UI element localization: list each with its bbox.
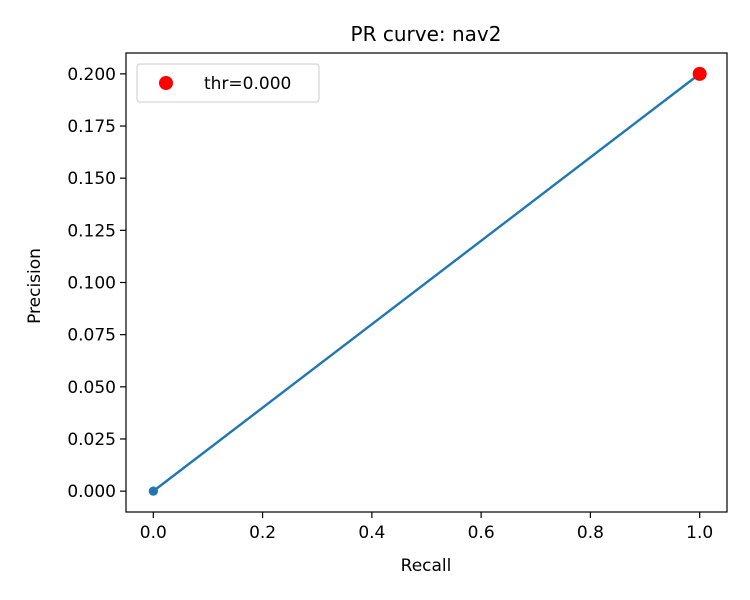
y-tick-label: 0.175 <box>67 117 116 137</box>
x-tick-label: 0.0 <box>140 523 167 543</box>
pr-curve-point <box>148 486 158 496</box>
y-tick-label: 0.075 <box>67 326 116 346</box>
legend-box <box>136 63 320 103</box>
axes-frame <box>125 52 728 513</box>
y-tick-label: 0.025 <box>67 430 116 450</box>
y-tick-label: 0.200 <box>67 65 116 85</box>
chart-title: PR curve: nav2 <box>351 22 502 46</box>
y-tick-label: 0.050 <box>67 378 116 398</box>
x-tick-label: 0.4 <box>358 523 385 543</box>
legend: thr=0.000 <box>136 63 320 103</box>
y-tick-label: 0.100 <box>67 274 116 294</box>
plot-area: 0.0 0.2 0.4 0.6 0.8 1.0 0.000 0.025 0.050 0.075 0.… <box>67 52 728 543</box>
x-axis-title: Recall <box>401 556 452 576</box>
y-tick-label: 0.150 <box>67 169 116 189</box>
x-tick-label: 0.2 <box>249 523 276 543</box>
threshold-point <box>692 66 707 81</box>
y-axis-title: Precision <box>25 248 45 324</box>
legend-label: thr=0.000 <box>204 74 291 94</box>
y-tick-label: 0.125 <box>67 221 116 241</box>
x-tick-label: 0.8 <box>577 523 604 543</box>
x-tick-label: 1.0 <box>686 523 713 543</box>
legend-marker <box>159 76 173 90</box>
x-tick-label: 0.6 <box>468 523 495 543</box>
y-tick-label: 0.000 <box>67 482 116 502</box>
pr-curve-line <box>152 72 701 493</box>
